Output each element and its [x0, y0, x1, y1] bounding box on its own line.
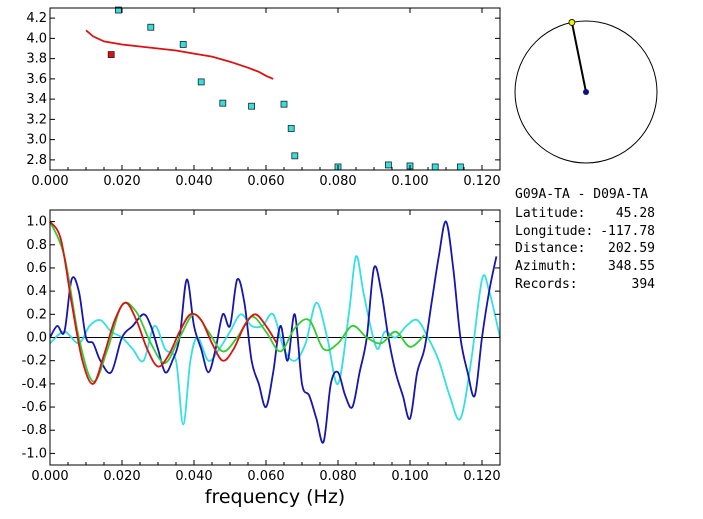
dispersion-panel: 0.000 0.020 0.040 0.060 0.080 0.100 0.120 2.8 3.…: [26, 6, 501, 189]
correlation-y-tick-label: 0.8: [26, 238, 47, 253]
correlation-x-tick-label: 0.000: [31, 469, 68, 484]
distance-value: 202.59: [608, 241, 655, 256]
dispersion-point: [115, 6, 122, 14]
distance-label: Distance:: [515, 241, 585, 256]
latitude-value: 45.28: [616, 206, 655, 221]
correlation-y-tick-label: 0.2: [26, 307, 47, 322]
correlation-y-tick-label: 1.0: [26, 215, 47, 230]
correlation-x-tick-label: 0.100: [391, 469, 428, 484]
dispersion-y-tick-label: 4.2: [26, 11, 47, 26]
records-label: Records:: [515, 277, 578, 292]
station-center-marker: [583, 89, 589, 95]
correlation-y-tick-label: 0.0: [26, 331, 47, 346]
dispersion-y-tick-label: 3.0: [26, 133, 47, 148]
azimuth-circle: [514, 20, 658, 164]
dispersion-point: [287, 125, 295, 132]
correlation-y-tick-label: 0.4: [26, 284, 47, 299]
dispersion-x-tick-label: 0.080: [319, 174, 356, 189]
correlation-y-tick-label: -0.4: [22, 377, 47, 392]
correlation-x-tick-label: 0.060: [247, 469, 284, 484]
station-pair-title: G09A-TA - D09A-TA: [515, 187, 648, 202]
dispersion-y-tick-label: 3.8: [26, 52, 47, 67]
azimuth-plot: [514, 19, 658, 164]
info-row-records: Records: 394: [515, 277, 655, 292]
correlation-x-tick-label: 0.040: [175, 469, 212, 484]
correlation-panel: 0.000 0.020 0.040 0.060 0.080 0.100 0.120 1.0 0.…: [22, 209, 501, 508]
dispersion-point: [291, 152, 299, 160]
green-correlation-curve: [49, 221, 426, 383]
dispersion-y-tick-label: 3.4: [26, 92, 47, 107]
dispersion-x-tick-label: 0.000: [31, 174, 68, 189]
station-info: G09A-TA - D09A-TA Latitude: 45.28 Longit…: [515, 187, 655, 292]
dispersion-point: [197, 78, 205, 86]
correlation-y-tick-label: -0.8: [22, 423, 47, 438]
dispersion-y-tick-label: 2.8: [26, 153, 47, 168]
records-value: 394: [632, 277, 656, 292]
correlation-y-tick-label: -0.6: [22, 400, 47, 415]
info-row-latitude: Latitude: 45.28: [515, 206, 655, 221]
info-row-distance: Distance: 202.59: [515, 241, 655, 256]
x-axis-label: frequency (Hz): [205, 486, 345, 508]
correlation-y-tick-label: -0.2: [22, 354, 47, 369]
azimuth-value: 348.55: [608, 259, 655, 274]
dispersion-y-tick-label: 4.0: [26, 31, 47, 46]
dispersion-point: [431, 163, 439, 171]
dispersion-point: [107, 51, 115, 58]
longitude-label: Longitude:: [515, 224, 593, 239]
azimuth-line: [570, 22, 587, 93]
azimuth-label: Azimuth:: [515, 259, 578, 274]
dispersion-plot-frame: [49, 7, 501, 171]
azimuth-end-marker: [568, 19, 576, 26]
dispersion-point: [384, 161, 392, 169]
correlation-x-tick-label: 0.020: [103, 469, 140, 484]
dispersion-curve: [85, 29, 274, 80]
correlation-x-tick-label: 0.080: [319, 469, 356, 484]
dispersion-x-tick-label: 0.060: [247, 174, 284, 189]
dispersion-x-tick-label: 0.100: [391, 174, 428, 189]
correlation-x-tick-label: 0.120: [463, 469, 500, 484]
correlation-y-tick-label: 0.6: [26, 261, 47, 276]
info-row-longitude: Longitude: -117.78: [515, 224, 655, 239]
correlation-y-tick-label: -1.0: [22, 446, 47, 461]
dispersion-x-tick-label: 0.020: [103, 174, 140, 189]
blue-correlation-curve: [49, 220, 498, 444]
dispersion-point: [147, 23, 155, 31]
dispersion-y-tick-label: 3.2: [26, 112, 47, 127]
dispersion-y-tick-label: 3.6: [26, 72, 47, 87]
longitude-value: -117.78: [600, 224, 655, 239]
dispersion-point: [280, 100, 288, 108]
dispersion-point: [456, 163, 464, 171]
dispersion-point: [179, 41, 187, 48]
dispersion-x-tick-label: 0.120: [463, 174, 500, 189]
red-correlation-curve: [49, 221, 278, 385]
dispersion-x-tick-label: 0.040: [175, 174, 212, 189]
latitude-label: Latitude:: [515, 206, 585, 221]
dispersion-point: [248, 102, 256, 110]
dispersion-point: [219, 99, 227, 107]
info-row-azimuth: Azimuth: 348.55: [515, 259, 655, 274]
